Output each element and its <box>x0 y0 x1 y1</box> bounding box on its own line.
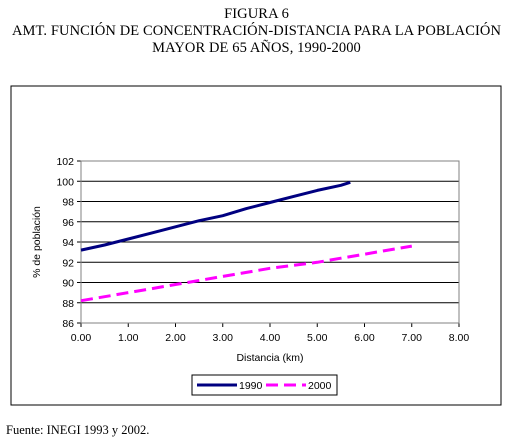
figure-number: FIGURA 6 <box>224 6 289 22</box>
x-tick-label: 4.00 <box>260 332 281 344</box>
x-tick-label: 2.00 <box>165 332 186 344</box>
y-tick-label: 94 <box>62 237 74 249</box>
y-tick-label: 102 <box>56 156 74 168</box>
y-tick-label: 98 <box>62 197 74 209</box>
series-line-1990 <box>80 180 351 252</box>
x-tick-label: 0.00 <box>71 332 92 344</box>
legend-box <box>191 374 338 396</box>
y-tick-label: 88 <box>62 298 74 310</box>
x-axis-label: Distancia (km) <box>236 352 303 364</box>
y-tick-label: 92 <box>62 257 74 269</box>
y-axis-ticks: 86 88 90 92 94 96 98 100 102 <box>56 156 81 330</box>
y-axis-label: % de población <box>31 206 43 278</box>
y-tick-label: 96 <box>62 217 74 229</box>
y-tick-label: 90 <box>62 278 74 290</box>
x-tick-label: 8.00 <box>449 332 470 344</box>
y-tick-label: 100 <box>56 176 74 188</box>
x-tick-label: 3.00 <box>213 332 234 344</box>
chart-area-frame <box>10 85 502 406</box>
source-note: Fuente: INEGI 1993 y 2002. <box>6 423 150 437</box>
plot-area-frame <box>80 160 460 324</box>
x-tick-label: 6.00 <box>354 332 375 344</box>
x-tick-label: 5.00 <box>307 332 328 344</box>
legend: 1990 2000 <box>191 374 338 396</box>
y-tick-label: 86 <box>62 318 74 330</box>
legend-label-2000: 2000 <box>308 380 332 392</box>
figure-title-line-2: MAYOR DE 65 AÑOS, 1990-2000 <box>152 40 361 56</box>
x-tick-label: 7.00 <box>402 332 423 344</box>
series-line-2000 <box>80 244 413 303</box>
x-axis-ticks: 0.00 1.00 2.00 3.00 4.00 5.00 6.00 7.00 8.00 <box>71 323 470 344</box>
data-series <box>80 180 413 303</box>
figure-title-line-1: AMT. FUNCIÓN DE CONCENTRACIÓN-DISTANCIA … <box>11 23 502 39</box>
x-tick-label: 1.00 <box>118 332 139 344</box>
legend-label-1990: 1990 <box>239 380 263 392</box>
